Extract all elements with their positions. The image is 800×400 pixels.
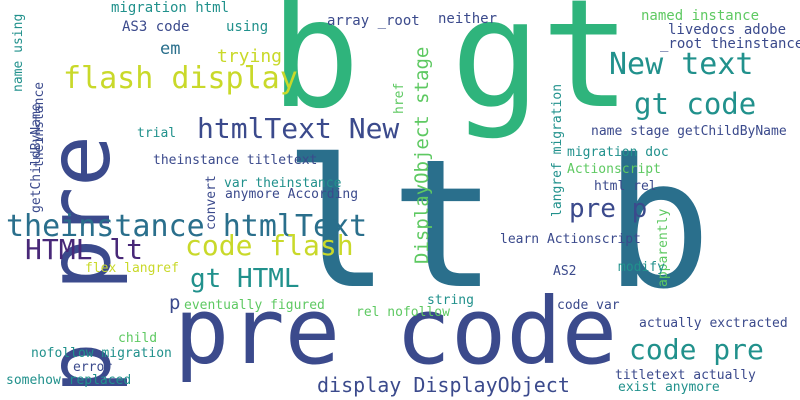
cloud-word: apparently bbox=[656, 208, 671, 287]
cloud-word: href bbox=[392, 82, 407, 114]
cloud-word: trying bbox=[217, 46, 283, 67]
cloud-word: rel nofollow bbox=[356, 305, 450, 320]
cloud-word: learn Actionscript bbox=[500, 232, 641, 247]
cloud-word: array _root bbox=[327, 13, 420, 29]
cloud-word: titletext actually bbox=[615, 368, 756, 383]
cloud-word: DisplayObject stage bbox=[411, 46, 433, 264]
cloud-word: code flash bbox=[185, 229, 354, 262]
cloud-word: child bbox=[118, 331, 158, 346]
cloud-word: livedocs adobe bbox=[668, 22, 787, 38]
cloud-word: p bbox=[169, 292, 181, 314]
cloud-word: AS2 bbox=[553, 264, 577, 279]
cloud-word: getChildByName bbox=[29, 103, 44, 213]
cloud-word: lt b bbox=[283, 121, 712, 328]
cloud-word: name stage getChildByName bbox=[591, 124, 787, 139]
cloud-word: eventually figured bbox=[184, 298, 325, 313]
cloud-word: AS3 code bbox=[122, 19, 190, 35]
cloud-word: somehow replaced bbox=[6, 373, 132, 388]
cloud-word: var theinstance bbox=[224, 176, 342, 191]
cloud-word: name using bbox=[11, 13, 26, 92]
cloud-word: migration doc bbox=[567, 145, 669, 160]
cloud-word: theinstance htmlText bbox=[6, 209, 368, 244]
cloud-word: b gt bbox=[270, 0, 632, 142]
cloud-word: code pre bbox=[629, 333, 764, 366]
cloud-word: named instance bbox=[641, 8, 760, 24]
cloud-word: langref migration bbox=[550, 83, 565, 217]
cloud-word: pre code bbox=[174, 278, 618, 385]
cloud-word: convert bbox=[204, 175, 219, 230]
cloud-word: gt HTML bbox=[190, 264, 300, 294]
cloud-word: HTML lt bbox=[25, 233, 144, 266]
cloud-word: string bbox=[427, 293, 474, 308]
cloud-word: nofollow migration bbox=[31, 346, 172, 361]
cloud-word: trial bbox=[137, 126, 177, 141]
cloud-word: using bbox=[226, 19, 269, 35]
cloud-word: gt code bbox=[634, 87, 757, 121]
cloud-word: pre p bbox=[569, 194, 648, 224]
cloud-word: New text bbox=[609, 47, 754, 82]
cloud-word: neither bbox=[438, 11, 498, 27]
cloud-word: exist anymore bbox=[618, 380, 720, 395]
cloud-word: error bbox=[73, 360, 113, 375]
cloud-word: theinstance titletext bbox=[153, 153, 318, 168]
cloud-word: flash display bbox=[63, 61, 298, 96]
cloud-word: em bbox=[160, 39, 181, 59]
cloud-word: anymore According bbox=[225, 187, 359, 202]
cloud-word: htmlText New bbox=[197, 112, 400, 145]
cloud-word: migration html bbox=[111, 0, 230, 16]
cloud-word: modify bbox=[618, 260, 665, 275]
cloud-word: html rel bbox=[594, 179, 657, 194]
cloud-word: _root theinstance bbox=[660, 36, 800, 52]
cloud-word: Actionscript bbox=[567, 162, 661, 177]
cloud-word: display DisplayObject bbox=[317, 373, 570, 397]
cloud-word: code var bbox=[557, 298, 620, 313]
cloud-word: flex langref bbox=[85, 261, 179, 276]
cloud-word: actually exctracted bbox=[639, 316, 788, 331]
